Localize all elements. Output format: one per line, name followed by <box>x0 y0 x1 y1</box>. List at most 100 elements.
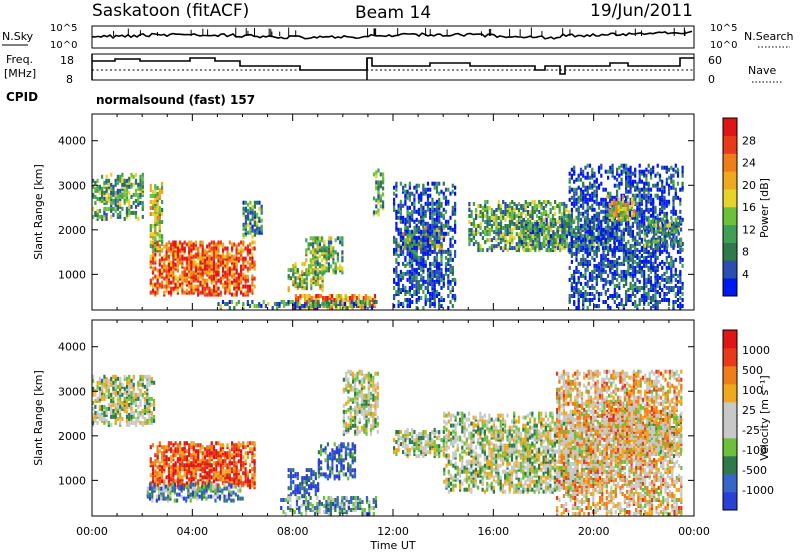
heatmap-cell <box>638 169 641 174</box>
heatmap-cell <box>130 172 133 177</box>
heatmap-cell <box>591 245 594 250</box>
heatmap-cell <box>600 219 603 224</box>
heatmap-cell <box>413 201 416 206</box>
heatmap-cell <box>226 250 229 255</box>
heatmap-cell <box>577 199 580 204</box>
heatmap-cell <box>665 249 668 254</box>
heatmap-cell <box>486 216 489 220</box>
heatmap-cell <box>665 239 668 244</box>
heatmap-cell <box>595 211 598 216</box>
heatmap-cell <box>563 202 566 206</box>
heatmap-cell <box>328 302 331 306</box>
heatmap-cell <box>454 223 457 228</box>
heatmap-cell <box>670 221 673 226</box>
heatmap-cell <box>640 259 643 264</box>
heatmap-cell <box>652 217 655 222</box>
heatmap-cell <box>212 240 216 245</box>
heatmap-cell <box>174 262 177 267</box>
heatmap-cell <box>484 214 487 218</box>
heatmap-cell <box>656 193 659 198</box>
heatmap-cell <box>399 277 402 282</box>
heatmap-cell <box>237 272 240 277</box>
heatmap-cell <box>680 237 683 242</box>
heatmap-cell <box>679 247 682 252</box>
heatmap-cell <box>593 275 596 280</box>
heatmap-cell <box>444 231 448 236</box>
heatmap-cell <box>573 197 576 202</box>
heatmap-cell <box>565 208 568 212</box>
heatmap-cell <box>242 276 245 281</box>
heatmap-cell <box>413 225 416 230</box>
heatmap-cell <box>237 256 240 261</box>
heatmap-cell <box>661 243 664 248</box>
heatmap-cell <box>502 226 505 230</box>
heatmap-cell <box>547 236 550 241</box>
noise-right-label: N.Search <box>744 30 794 43</box>
heatmap-cell <box>608 208 611 213</box>
heatmap-cell <box>128 176 131 181</box>
heatmap-cell <box>442 273 445 278</box>
heatmap-cell <box>626 200 629 205</box>
heatmap-cell <box>661 183 664 188</box>
heatmap-cell <box>552 230 555 235</box>
heatmap-cell <box>433 201 436 206</box>
heatmap-cell <box>579 271 583 276</box>
heatmap-cell <box>334 250 337 255</box>
heatmap-cell <box>308 264 311 269</box>
heatmap-cell <box>497 228 500 232</box>
heatmap-cell <box>667 286 671 290</box>
heatmap-cell <box>292 280 295 285</box>
heatmap-cell <box>192 246 195 251</box>
heatmap-cell <box>676 249 680 254</box>
heatmap-cell <box>620 302 623 306</box>
heatmap-cell <box>226 254 229 259</box>
heatmap-cell <box>316 260 319 265</box>
heatmap-cell <box>360 306 363 310</box>
heatmap-cell <box>628 204 631 209</box>
heatmap-cell <box>664 219 667 224</box>
heatmap-cell <box>307 300 310 304</box>
heatmap-cell <box>575 207 578 212</box>
heatmap-cell <box>549 218 552 222</box>
heatmap-cell <box>622 227 625 232</box>
heatmap-cell <box>493 236 496 241</box>
heatmap-cell <box>536 204 539 208</box>
heatmap-cell <box>158 234 161 239</box>
heatmap-cell <box>246 248 249 253</box>
heatmap-cell <box>231 242 234 247</box>
heatmap-cell <box>393 205 396 210</box>
heatmap-cell <box>591 215 594 220</box>
heatmap-cell <box>438 217 441 222</box>
heatmap-cell <box>156 192 159 196</box>
heatmap-cell <box>379 194 382 199</box>
heatmap-cell <box>672 300 675 304</box>
heatmap-cell <box>105 186 108 191</box>
heatmap-cell <box>151 266 155 271</box>
heatmap-cell <box>591 298 594 302</box>
heatmap-cell <box>440 241 443 246</box>
heatmap-cell <box>151 252 155 257</box>
heatmap-cell <box>397 300 400 304</box>
heatmap-cell <box>586 263 589 268</box>
heatmap-cell <box>426 225 430 230</box>
heatmap-cell <box>287 300 290 304</box>
heatmap-cell <box>670 263 673 268</box>
heatmap-cell <box>393 239 396 244</box>
heatmap-cell <box>607 273 610 278</box>
heatmap-cell <box>249 210 252 215</box>
heatmap-cell <box>426 193 430 198</box>
heatmap-cell <box>415 189 418 194</box>
heatmap-cell <box>508 230 512 235</box>
heatmap-cell <box>280 300 283 304</box>
heatmap-cell <box>431 292 434 296</box>
heatmap-cell <box>657 235 660 240</box>
heatmap-cell <box>654 253 657 258</box>
heatmap-cell <box>442 237 445 242</box>
heatmap-cell <box>382 172 385 177</box>
heatmap-cell <box>538 200 541 204</box>
heatmap-cell <box>303 304 306 308</box>
heatmap-cell <box>121 194 124 199</box>
heatmap-cell <box>240 254 243 259</box>
